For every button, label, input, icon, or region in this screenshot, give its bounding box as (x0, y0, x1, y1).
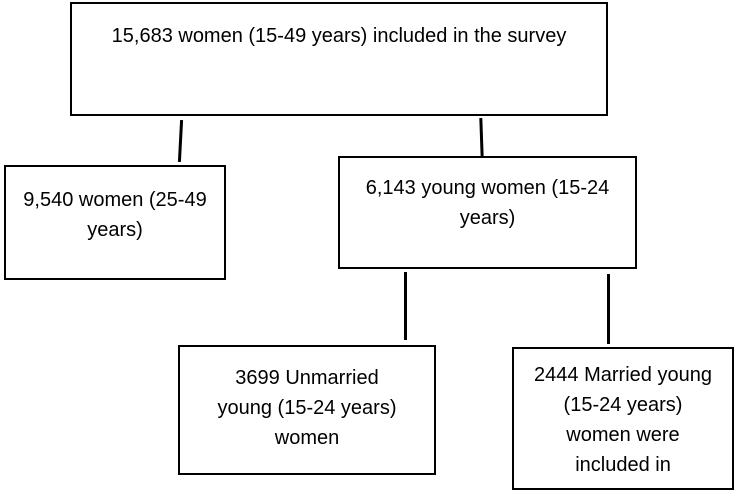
node-young-women: 6,143 young women (15-24 years) (338, 156, 637, 269)
node-women-25-49-label: 9,540 women (25-49 years) (23, 189, 207, 241)
node-unmarried-young-label: 3699 Unmarried young (15-24 years) women (217, 367, 397, 449)
node-all-women-label: 15,683 women (15-49 years) included in t… (111, 25, 567, 47)
connector-root-left (177, 119, 184, 163)
node-young-women-label: 6,143 young women (15-24 years) (365, 177, 610, 229)
connector-right-bottom-left (404, 272, 407, 340)
connector-right-bottom-right (607, 274, 610, 344)
node-married-young: 2444 Married young (15-24 years) women w… (512, 347, 734, 490)
node-all-women: 15,683 women (15-49 years) included in t… (70, 2, 608, 116)
node-married-young-label: 2444 Married young (15-24 years) women w… (534, 364, 712, 476)
node-unmarried-young: 3699 Unmarried young (15-24 years) women (178, 345, 436, 475)
connector-root-right (479, 117, 484, 159)
node-women-25-49: 9,540 women (25-49 years) (4, 165, 226, 280)
